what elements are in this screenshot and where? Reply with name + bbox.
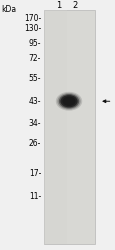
Text: 72-: 72- [29,54,41,63]
Text: 95-: 95- [28,39,41,48]
Text: 26-: 26- [29,139,41,148]
Bar [44,10,66,244]
Text: 1: 1 [55,1,61,10]
Text: 130-: 130- [24,24,41,33]
Text: 170-: 170- [24,14,41,23]
Ellipse shape [58,94,78,108]
Ellipse shape [62,96,75,106]
Ellipse shape [55,92,82,111]
Ellipse shape [57,93,80,110]
Text: 43-: 43- [28,97,41,106]
Text: kDa: kDa [1,5,16,14]
Text: 55-: 55- [28,74,41,83]
Text: 2: 2 [72,1,77,10]
Bar [44,10,94,244]
Text: 34-: 34- [28,119,41,128]
Text: 17-: 17- [29,169,41,178]
Text: 11-: 11- [29,192,41,201]
Ellipse shape [60,95,77,108]
